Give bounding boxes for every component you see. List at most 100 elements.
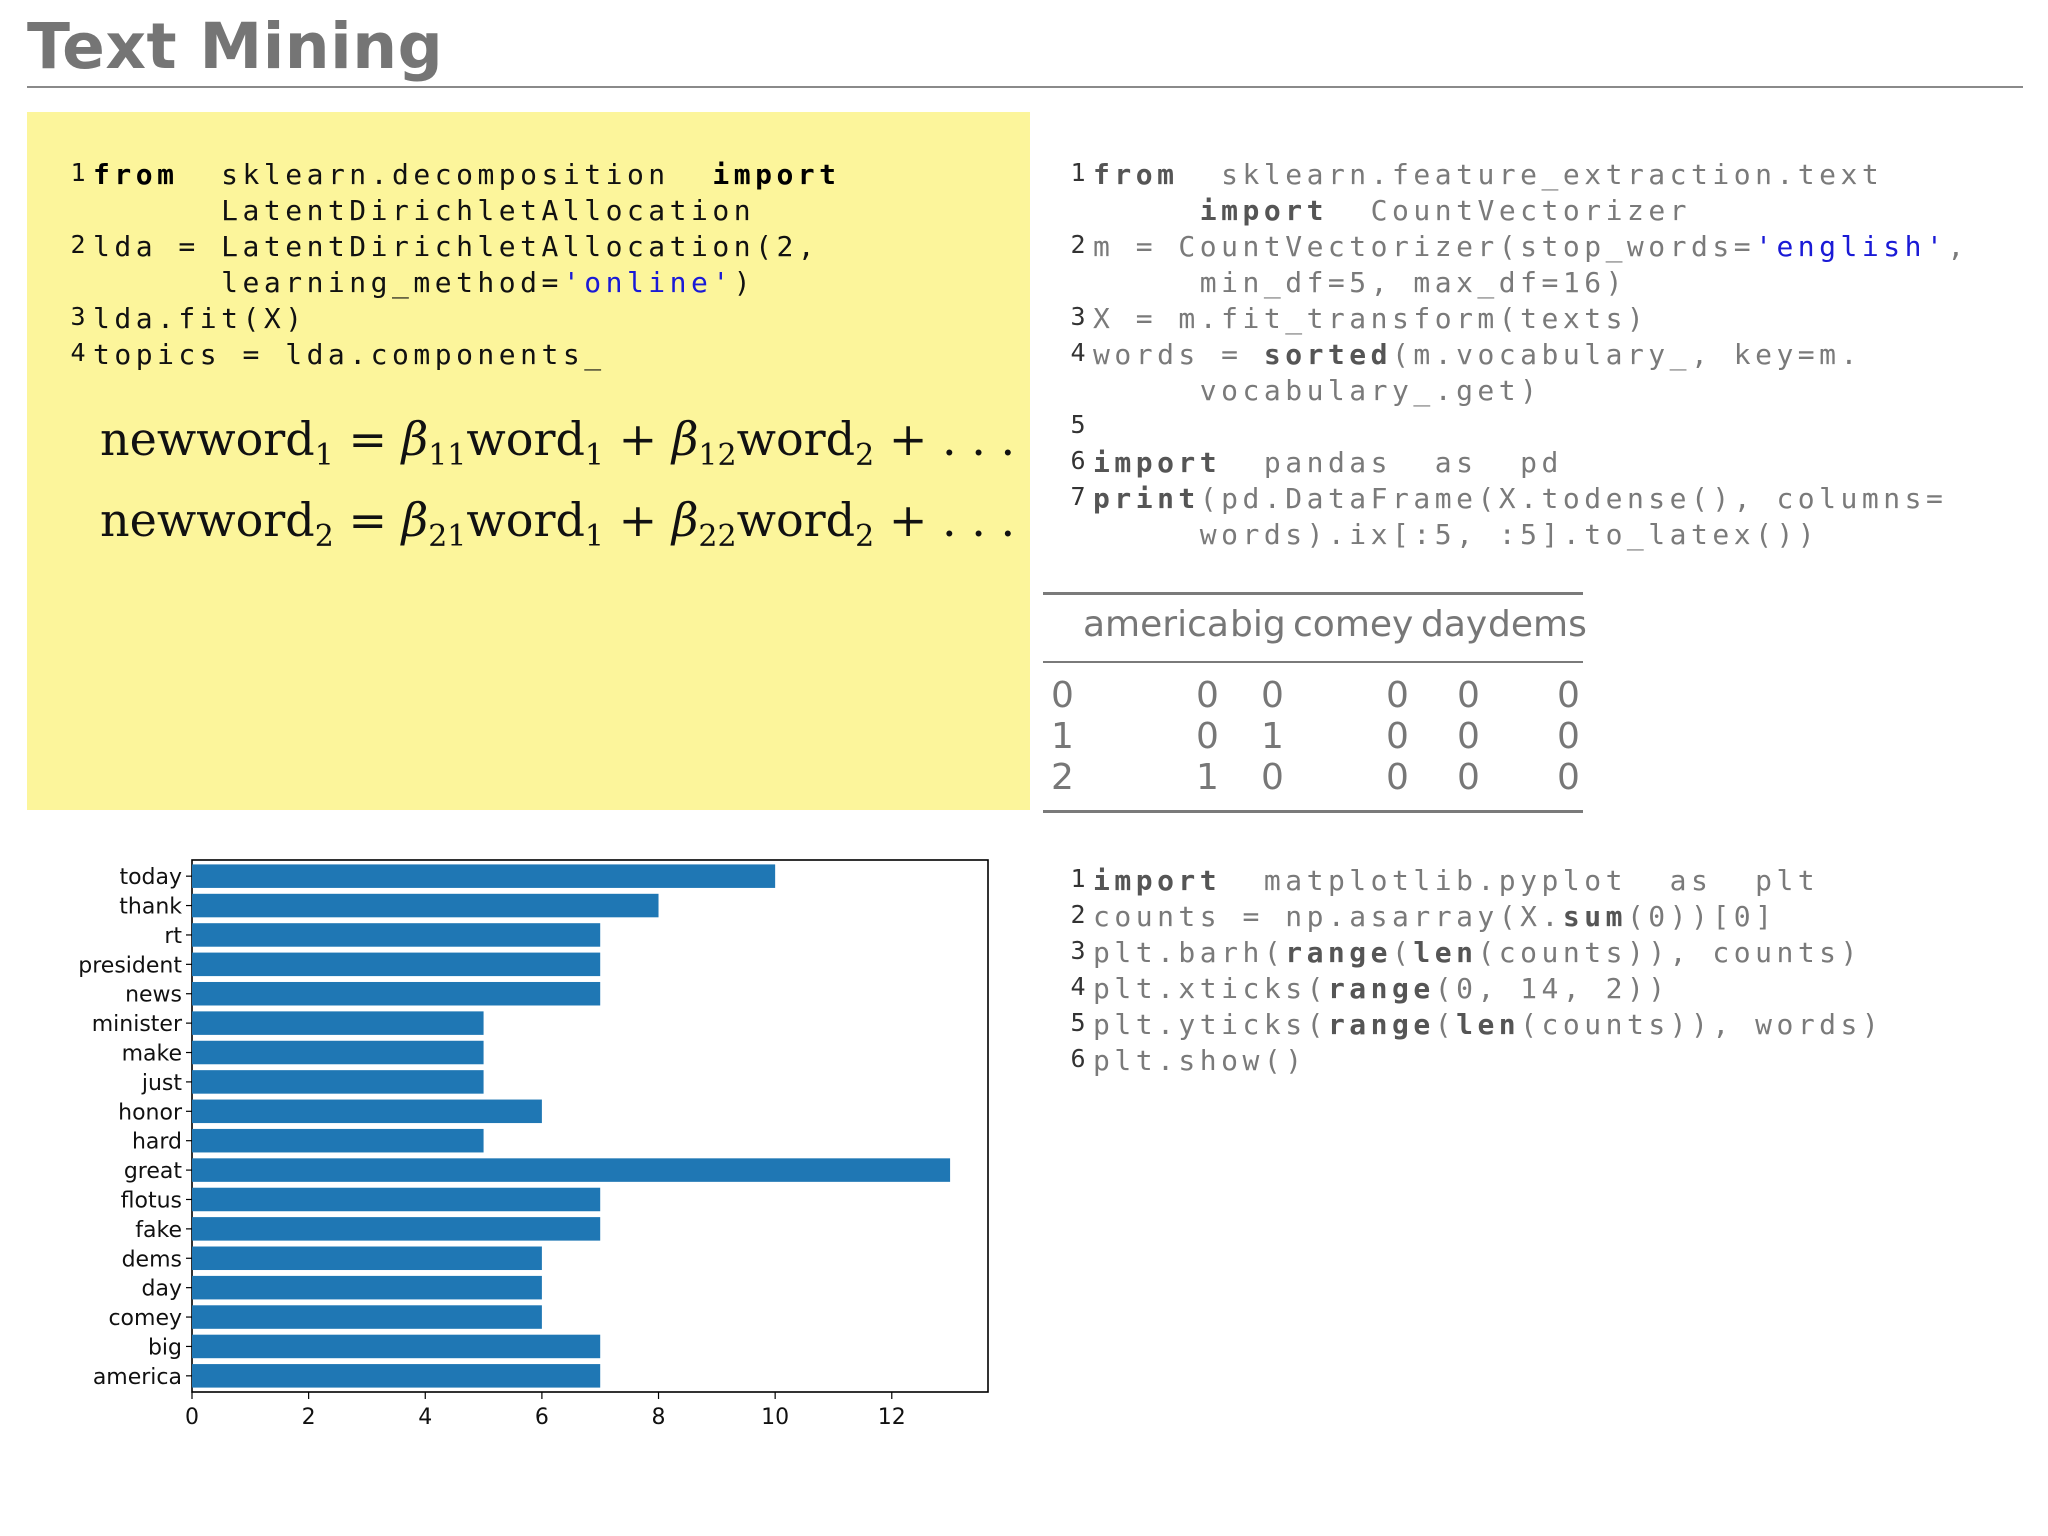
equation-subscript: 1 — [584, 438, 605, 474]
code-line: from sklearn.feature_extraction.text — [1093, 158, 1883, 191]
line-number: 3 — [70, 302, 90, 331]
table-row-index: 2 — [1051, 757, 1074, 798]
code-line: from sklearn.decomposition import — [93, 158, 841, 191]
table-header-day: day — [1421, 604, 1488, 645]
xtick-label: 10 — [761, 1405, 789, 1425]
table-cell: 1 — [1196, 757, 1219, 798]
code-keyword: sum — [1562, 900, 1627, 933]
title-rule — [27, 86, 2023, 88]
equation-term: newword — [100, 493, 315, 547]
equation-coefficient: β — [401, 493, 429, 547]
ytick-label-fake: fake — [135, 1218, 182, 1243]
xtick-label: 4 — [418, 1405, 432, 1425]
code-keyword: range — [1285, 936, 1393, 969]
equation-coefficient: β — [401, 412, 429, 466]
code-text: (counts)), words) — [1520, 1008, 1884, 1041]
code-text: plt.yticks( — [1093, 1008, 1328, 1041]
equation-subscript: 11 — [428, 438, 467, 474]
table-row-index: 0 — [1051, 675, 1074, 716]
code-text: X = m.fit_transform(texts) — [1093, 302, 1649, 335]
equation-ellipsis: + . . . — [888, 493, 1016, 547]
bar-today — [192, 864, 776, 888]
ytick-label-day: day — [142, 1277, 182, 1302]
table-cell: 0 — [1557, 757, 1580, 798]
code-keyword: print — [1093, 482, 1200, 515]
bar-day — [192, 1275, 542, 1300]
equation-subscript: 1 — [314, 438, 334, 474]
bar-president — [192, 952, 601, 977]
equation-subscript: 2 — [314, 519, 334, 555]
code-text: (m.vocabulary_, key=m. — [1392, 338, 1862, 371]
table-cell: 0 — [1557, 675, 1580, 716]
chart-frame — [191, 859, 989, 1393]
code-keyword: len — [1456, 1008, 1521, 1041]
bar-fake — [192, 1217, 601, 1241]
code-keyword: import — [1093, 446, 1222, 479]
slide-title: Text Mining — [27, 10, 444, 83]
code-keyword: len — [1413, 936, 1478, 969]
code-text: (counts)), counts) — [1477, 936, 1862, 969]
ytick-label-hard: hard — [132, 1130, 182, 1155]
code-text: lda = LatentDirichletAllocation(2, — [93, 230, 820, 263]
ytick-label-today: today — [119, 865, 182, 890]
equation-subscript: 2 — [855, 438, 875, 474]
code-text: sklearn.feature_extraction.text — [1178, 158, 1884, 191]
equation-subscript: 1 — [584, 519, 605, 555]
table-cell: 0 — [1196, 716, 1219, 757]
code-line: m = CountVectorizer(stop_words='english'… — [1093, 230, 1969, 263]
table-cell: 1 — [1261, 716, 1284, 757]
code-text: matplotlib.pyplot as plt — [1221, 864, 1820, 897]
line-number: 6 — [1070, 1044, 1090, 1073]
code-string: 'english' — [1755, 230, 1948, 263]
ytick-label-news: news — [125, 983, 182, 1008]
ytick-label-comey: comey — [108, 1306, 182, 1331]
ytick-label-rt: rt — [164, 924, 182, 949]
code-line: import matplotlib.pyplot as plt — [1093, 864, 1819, 897]
highlight-box — [27, 112, 1030, 810]
code-text: min_df=5, max_df=16) — [1093, 266, 1627, 299]
line-number: 5 — [1070, 1008, 1090, 1037]
code-keyword: range — [1327, 1008, 1435, 1041]
xtick-label: 2 — [302, 1405, 316, 1425]
code-text: pandas as pd — [1221, 446, 1563, 479]
code-keyword: import — [1199, 194, 1328, 227]
code-line: counts = np.asarray(X.sum(0))[0] — [1093, 900, 1776, 933]
code-text: vocabulary_.get) — [1093, 374, 1542, 407]
code-line: topics = lda.components_ — [93, 338, 606, 371]
code-text: topics = lda.components_ — [93, 338, 606, 371]
code-line: words).ix[:5, :5].to_latex()) — [1093, 518, 1819, 551]
bar-hard — [192, 1128, 484, 1153]
bar-minister — [192, 1011, 484, 1035]
bar-honor — [192, 1099, 542, 1124]
equation-term: word — [736, 412, 856, 466]
table-cell: 0 — [1386, 757, 1409, 798]
code-line: min_df=5, max_df=16) — [1093, 266, 1627, 299]
code-keyword: import — [1093, 864, 1222, 897]
code-line: plt.show() — [1093, 1044, 1307, 1077]
ytick-label-great: great — [124, 1159, 183, 1184]
bar-thank — [192, 893, 659, 918]
code-line: LatentDirichletAllocation — [93, 194, 755, 227]
code-keyword: range — [1327, 972, 1435, 1005]
equation-term: word — [466, 412, 585, 466]
bar-comey — [192, 1305, 542, 1329]
table-cell: 0 — [1557, 716, 1580, 757]
code-text: ( — [1392, 936, 1414, 969]
code-text: (0, 14, 2)) — [1434, 972, 1670, 1005]
xtick-label: 0 — [185, 1405, 199, 1425]
xtick-label: 8 — [652, 1405, 666, 1425]
code-keyword: from — [1093, 158, 1179, 191]
xtick-label: 6 — [535, 1405, 549, 1425]
table-cell: 0 — [1457, 716, 1480, 757]
code-line: lda = LatentDirichletAllocation(2, — [93, 230, 819, 263]
code-text: lda.fit(X) — [93, 302, 307, 335]
code-text: words).ix[:5, :5].to_latex()) — [1093, 518, 1820, 551]
equation-term: word — [466, 493, 585, 547]
ytick-label-make: make — [122, 1042, 182, 1067]
line-number: 7 — [1070, 482, 1090, 511]
xtick-label: 12 — [878, 1405, 906, 1425]
code-line: lda.fit(X) — [93, 302, 307, 335]
code-text: words = — [1093, 338, 1264, 371]
code-text: ) — [733, 266, 756, 299]
ytick-label-minister: minister — [92, 1012, 183, 1037]
